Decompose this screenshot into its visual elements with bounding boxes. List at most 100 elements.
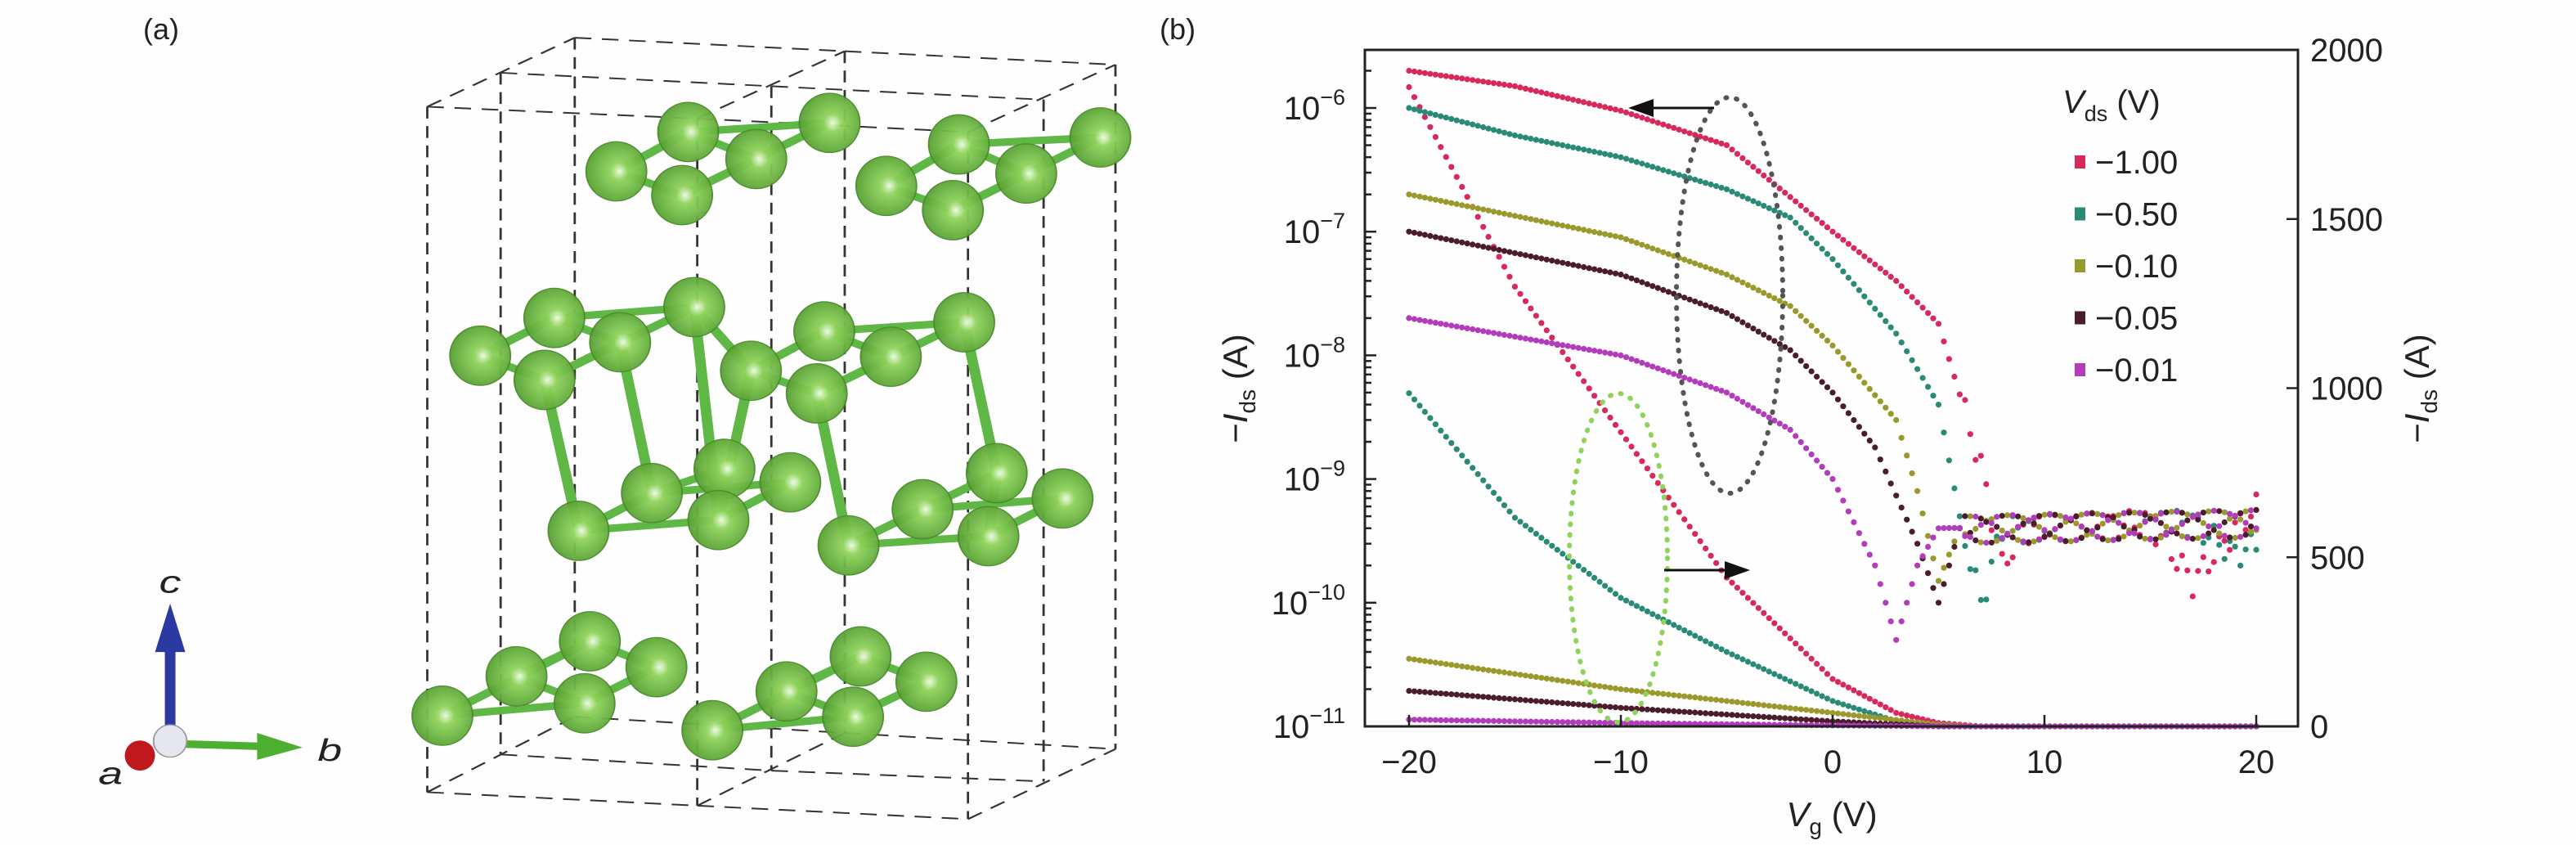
data-point-log	[1474, 242, 1481, 249]
data-point-linear	[1511, 671, 1519, 677]
data-point-log	[1692, 378, 1699, 384]
data-point-log	[1771, 295, 1778, 302]
data-point-log	[1618, 352, 1624, 358]
data-point-linear	[1766, 668, 1772, 675]
data-point-log	[1639, 279, 1645, 285]
data-point-linear	[1443, 717, 1449, 724]
data-point-log	[1506, 249, 1513, 255]
data-point-log	[1734, 191, 1740, 197]
x-tick-label: 10	[2026, 744, 2063, 780]
data-point-log	[1517, 251, 1524, 258]
data-point-linear	[1654, 707, 1661, 713]
data-point-log	[1543, 219, 1550, 226]
data-point-log	[1501, 248, 1508, 254]
data-point-log	[2227, 510, 2233, 517]
data-point-linear	[1671, 501, 1677, 508]
data-point-log	[1914, 366, 1921, 372]
x-tick-label: −20	[1381, 744, 1437, 780]
data-point-log	[2152, 541, 2159, 548]
data-point-linear	[1681, 627, 1688, 634]
b-axis-arrowhead	[257, 732, 303, 760]
data-point-linear	[1660, 708, 1667, 714]
data-point-log	[1501, 129, 1508, 136]
data-point-linear	[1776, 715, 1783, 721]
data-point-log	[1618, 272, 1624, 278]
data-point-linear	[1797, 645, 1804, 652]
atom	[817, 515, 880, 576]
data-point-log	[1703, 263, 1709, 271]
data-point-log	[1453, 200, 1460, 208]
data-point-log	[1898, 339, 1905, 346]
data-point-log	[1581, 227, 1587, 233]
data-point-log	[1575, 145, 1582, 152]
data-point-log	[1739, 193, 1746, 200]
data-point-log	[1829, 342, 1836, 348]
data-point-log	[1671, 124, 1677, 131]
data-point-log	[1581, 345, 1587, 352]
data-point-linear	[1622, 436, 1630, 443]
data-point-log	[1951, 485, 1958, 492]
data-point-log	[1962, 542, 1968, 550]
data-point-log	[2206, 508, 2212, 515]
data-point-linear	[1528, 718, 1534, 725]
cell-edge	[427, 791, 698, 807]
linear-group-ellipse	[1567, 391, 1670, 725]
data-point-log	[1803, 363, 1810, 370]
data-point-log	[1528, 135, 1534, 142]
atom	[793, 301, 855, 362]
data-point-log	[1988, 559, 1995, 565]
data-point-linear	[1793, 681, 1799, 687]
data-point-log	[1977, 452, 1984, 459]
data-point-linear	[1459, 692, 1465, 699]
atom	[957, 506, 1020, 567]
data-point-log	[1755, 168, 1761, 174]
data-point-log	[1443, 321, 1449, 328]
data-point-linear	[1528, 527, 1534, 533]
data-point-linear	[1570, 701, 1577, 708]
atom	[855, 155, 918, 217]
data-point-linear	[1470, 465, 1476, 471]
data-point-linear	[1898, 711, 1905, 717]
data-point-linear	[1560, 677, 1566, 684]
data-point-log	[2078, 511, 2085, 518]
data-point-log	[1956, 513, 1963, 519]
data-point-log	[1893, 330, 1900, 337]
data-point-log	[1988, 519, 1995, 527]
data-point-log	[1945, 457, 1952, 464]
data-point-log	[1448, 115, 1455, 122]
data-point-log	[1925, 384, 1932, 390]
data-point-log	[1575, 263, 1582, 269]
data-point-linear	[1883, 704, 1889, 711]
data-point-log	[1564, 143, 1571, 150]
data-point-linear	[1591, 682, 1598, 689]
data-point-linear	[1750, 661, 1757, 667]
data-point-linear	[1793, 716, 1799, 722]
data-point-log	[1945, 562, 1952, 569]
cell-edge	[574, 37, 846, 52]
data-point-log	[2168, 527, 2174, 533]
data-point-log	[1914, 488, 1921, 494]
data-point-linear	[1676, 708, 1682, 715]
data-point-log	[1893, 416, 1900, 424]
data-point-linear	[1602, 582, 1609, 589]
data-point-log	[1564, 95, 1571, 101]
data-point-log	[1925, 543, 1932, 551]
data-point-linear	[1470, 693, 1476, 699]
data-point-linear	[1697, 709, 1703, 717]
data-point-log	[1829, 256, 1836, 263]
data-point-log	[1432, 196, 1438, 203]
data-point-log	[1448, 237, 1455, 244]
data-point-log	[2253, 546, 2260, 553]
data-point-log	[1416, 69, 1423, 75]
data-point-log	[1411, 106, 1418, 113]
data-point-linear	[1877, 701, 1883, 708]
data-point-log	[1851, 367, 1857, 374]
data-point-log	[1491, 245, 1497, 252]
data-point-log	[1935, 578, 1942, 584]
data-point-linear	[1771, 703, 1778, 710]
data-point-log	[1654, 365, 1661, 371]
data-point-linear	[1522, 697, 1529, 703]
data-point-linear	[1814, 708, 1820, 714]
legend-label: −0.50	[2095, 197, 2178, 233]
data-point-log	[1421, 231, 1428, 238]
